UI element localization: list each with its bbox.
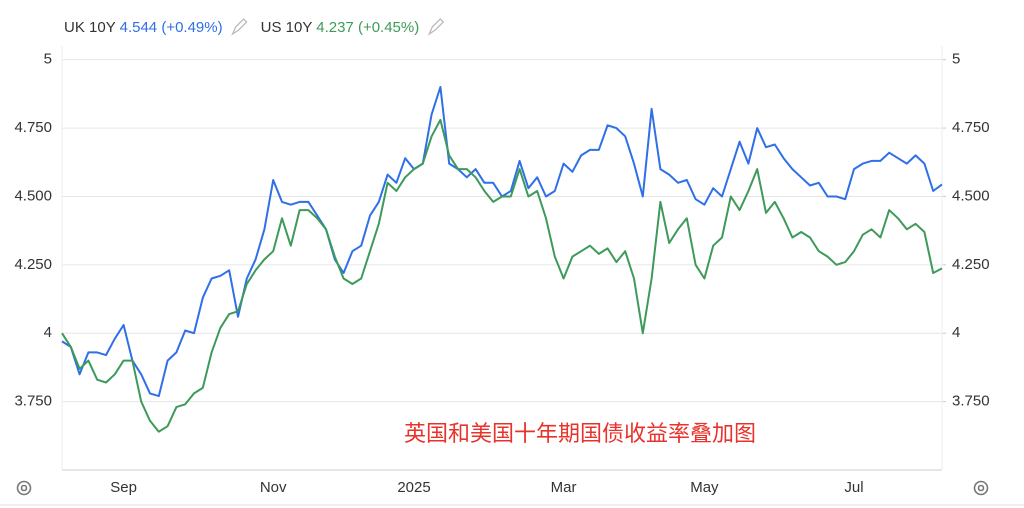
y2-tick-label: 4.750 <box>952 119 990 136</box>
x-tick-label: Jul <box>844 479 863 496</box>
legend-name: UK 10Y <box>64 19 116 36</box>
y2-tick-label: 5 <box>952 51 960 68</box>
plot <box>61 86 943 433</box>
y-tick-label: 4.750 <box>14 119 52 136</box>
legend-entry: US 10Y 4.237 (+0.45%) <box>261 19 420 36</box>
x-tick-label: Sep <box>110 479 137 496</box>
legend-entry: UK 10Y 4.544 (+0.49%) <box>64 19 223 36</box>
legend-change: (+0.49%) <box>161 19 222 36</box>
edit-icon <box>231 18 248 36</box>
series-line <box>61 86 943 398</box>
y2-tick-label: 4 <box>952 324 960 341</box>
y2-tick-label: 3.750 <box>952 393 990 410</box>
y-tick-label: 4 <box>44 324 52 341</box>
settings-icon[interactable] <box>973 480 989 496</box>
x-tick-label: Nov <box>260 479 287 496</box>
gear-inner <box>977 484 985 492</box>
legend: UK 10Y 4.544 (+0.49%) US 10Y 4.237 (+0.45… <box>64 18 445 36</box>
legend-change: (+0.45%) <box>358 19 419 36</box>
x-tick-label: 2025 <box>397 479 430 496</box>
legend-value: 4.237 <box>316 19 354 36</box>
grid: 3.750 4 4.250 4.500 4.750 5 3.750 4 4.250 4.500 4.… <box>14 46 990 496</box>
y-tick-label: 5 <box>44 51 52 68</box>
gear-outer <box>16 480 32 496</box>
y-tick-label: 4.250 <box>14 256 52 273</box>
legend-name: US 10Y <box>261 19 313 36</box>
y-tick-label: 3.750 <box>14 393 52 410</box>
series-line <box>61 118 943 433</box>
y2-tick-label: 4.250 <box>952 256 990 273</box>
gear-inner <box>20 484 28 492</box>
y2-tick-label: 4.500 <box>952 187 990 204</box>
annotation: 英国和美国十年期国债收益率叠加图 <box>404 421 756 446</box>
x-tick-label: May <box>690 479 719 496</box>
y-tick-label: 4.500 <box>14 187 52 204</box>
legend-value: 4.544 <box>120 19 158 36</box>
gear-outer <box>973 480 989 496</box>
x-tick-label: Mar <box>551 479 577 496</box>
edit-icon <box>427 18 445 36</box>
settings-icon[interactable] <box>16 480 32 496</box>
